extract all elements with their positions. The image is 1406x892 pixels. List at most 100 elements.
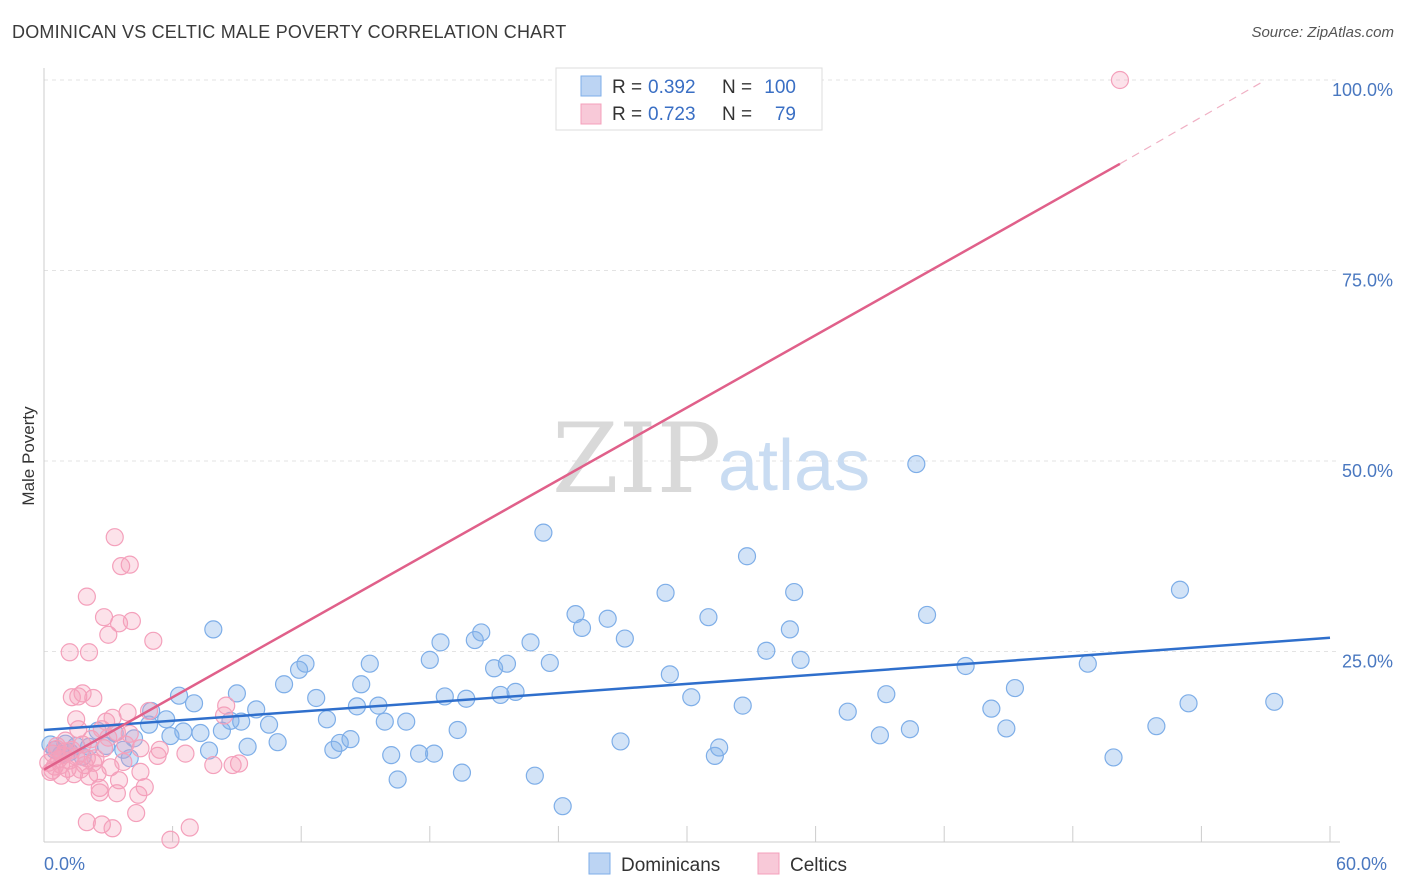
celtics-point — [204, 755, 223, 775]
bottom-legend-dominicans: Dominicans — [621, 855, 720, 876]
legend-n-value-2: 79 — [775, 104, 796, 125]
dominicans-point — [572, 618, 592, 637]
celtics-point — [161, 830, 180, 849]
celtics-point — [86, 749, 105, 768]
dominicans-point — [521, 633, 540, 652]
celtics-point — [1110, 70, 1130, 90]
x-tick-max: 60.0% — [1336, 854, 1387, 874]
dominicans-point — [317, 710, 337, 729]
bottom-legend-swatch-celtics — [757, 852, 780, 875]
dominicans-point — [900, 720, 920, 739]
dominicans-point — [174, 722, 193, 741]
y-tick-labels: 25.0% 50.0% 75.0% 100.0% — [1332, 80, 1393, 672]
legend-r-label-1: R = — [612, 77, 642, 98]
dominicans-point — [1104, 748, 1123, 767]
legend: R = 0.392 N = 100 R = 0.723 N = 79 — [555, 67, 823, 131]
y-tick-label: 100.0% — [1332, 80, 1393, 100]
celtics-point — [135, 778, 154, 797]
dominicans-point — [388, 770, 407, 789]
celtics-point — [77, 813, 96, 832]
y-tick-label: 50.0% — [1342, 461, 1393, 481]
dominicans-point — [382, 746, 401, 765]
celtics-point — [62, 688, 81, 707]
celtics-point — [122, 611, 141, 631]
dominicans-point — [1179, 694, 1198, 713]
celtics-point — [229, 754, 249, 773]
celtics-point — [109, 771, 129, 790]
dominicans-point — [710, 738, 729, 757]
bottom-legend: Dominicans Celtics — [588, 852, 847, 876]
dominicans-point — [191, 723, 210, 743]
celtics-point — [101, 758, 120, 777]
dominicans-point — [870, 726, 890, 745]
celtics-points — [39, 70, 1130, 849]
dominicans-point — [227, 684, 246, 703]
x-tick-min: 0.0% — [44, 854, 85, 874]
celtics-point — [60, 643, 79, 662]
dominicans-point — [540, 653, 559, 673]
watermark: ZIP atlas — [552, 403, 870, 515]
dominicans-trend-line — [43, 636, 1331, 732]
legend-r-value-1: 0.392 — [648, 77, 696, 98]
dominicans-point — [780, 620, 799, 639]
dominicans-point — [598, 609, 617, 628]
dominicans-point — [274, 675, 294, 694]
celtics-point — [73, 684, 92, 703]
celtics-point — [217, 696, 236, 715]
celtics-point — [144, 631, 163, 650]
dominicans-point — [341, 730, 360, 749]
legend-n-value-1: 100 — [764, 77, 796, 98]
dominicans-point — [737, 547, 757, 566]
celtics-point — [105, 528, 124, 547]
dominicans-point — [785, 582, 804, 602]
dominicans-point — [1170, 580, 1190, 599]
celtics-point — [223, 755, 242, 775]
celtics-point — [129, 785, 148, 804]
celtics-point — [90, 778, 109, 797]
celtics-point — [131, 739, 150, 758]
dominicans-point — [534, 523, 553, 542]
dominicans-point — [352, 675, 371, 694]
legend-n-label-2: N = — [722, 104, 752, 125]
dominicans-point — [917, 605, 937, 625]
dominicans-point — [204, 620, 223, 639]
bottom-legend-celtics: Celtics — [790, 855, 847, 876]
dominicans-point — [184, 694, 204, 713]
dominicans-point — [268, 733, 287, 752]
dominicans-point — [1147, 717, 1166, 736]
dominicans-point — [424, 744, 444, 763]
dominicans-point — [877, 685, 896, 704]
dominicans-point — [465, 630, 484, 650]
dominicans-point — [472, 623, 491, 642]
celtics-point — [77, 587, 96, 606]
watermark-atlas: atlas — [718, 426, 870, 506]
dominicans-point — [1005, 678, 1025, 698]
celtics-point — [56, 731, 75, 750]
dominicans-point — [259, 715, 279, 734]
dominicans-point — [997, 719, 1016, 738]
dominicans-point — [139, 715, 159, 734]
celtics-point — [116, 735, 135, 754]
dominicans-point — [330, 733, 349, 753]
celtics-point — [47, 736, 66, 756]
celtics-point — [118, 703, 137, 722]
dominicans-point — [199, 741, 219, 760]
dominicans-point — [682, 688, 701, 707]
dominicans-point — [956, 656, 975, 676]
dominicans-point — [553, 797, 572, 816]
legend-swatch-celtics — [580, 103, 602, 125]
watermark-zip: ZIP — [552, 403, 721, 515]
trend-lines — [43, 79, 1331, 771]
dominicans-point — [296, 654, 315, 673]
dominicans-point — [1078, 654, 1097, 673]
dominicans-point — [838, 702, 857, 721]
dominicans-point — [491, 685, 510, 705]
dominicans-point — [656, 583, 675, 602]
chart-title: DOMINICAN VS CELTIC MALE POVERTY CORRELA… — [12, 22, 567, 42]
dominicans-point — [497, 654, 517, 673]
dominicans-point — [907, 454, 926, 474]
legend-swatch-dominicans — [580, 75, 602, 97]
dominicans-point — [397, 712, 416, 731]
y-axis-label: Male Poverty — [19, 406, 38, 506]
